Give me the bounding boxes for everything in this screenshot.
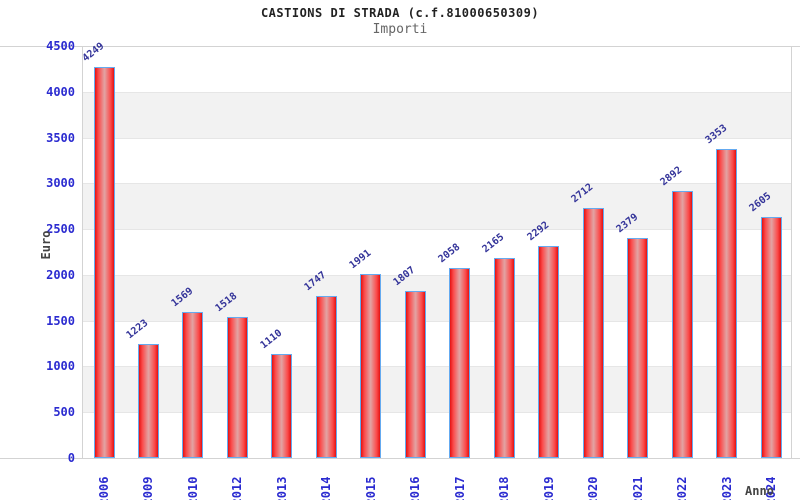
bar (405, 291, 426, 458)
x-tick-label: 2012 (230, 476, 244, 500)
plot-area: 4500 4000 3500 3000 2500 2000 1500 1000 500 0 4249… (46, 39, 792, 500)
chart-title: CASTIONS DI STRADA (c.f.81000650309) (260, 6, 540, 20)
grid-band (83, 229, 791, 275)
bar (761, 217, 782, 458)
x-tick-label: 2006 (97, 476, 111, 500)
x-tick-label: 2016 (408, 476, 422, 500)
grid-band (83, 412, 791, 458)
bar (538, 246, 559, 458)
bar (627, 238, 648, 458)
x-tick-label: 2013 (275, 476, 289, 500)
x-tick-label: 2010 (186, 476, 200, 500)
y-tick-label: 1000 (46, 359, 75, 373)
grid-band (83, 46, 791, 92)
y-tick-label: 2000 (46, 268, 75, 282)
bar (672, 191, 693, 458)
plot-bottom-border (0, 458, 800, 459)
y-axis-title: Euro (39, 230, 53, 260)
y-tick-label: 4500 (46, 39, 75, 53)
grid-band (83, 321, 791, 367)
x-axis-title: Anno (745, 484, 774, 498)
x-tick-label: 2018 (497, 476, 511, 500)
bar (716, 149, 737, 458)
x-tick-label: 2014 (319, 476, 333, 500)
x-tick-label: 2021 (631, 476, 645, 500)
y-tick-label: 500 (53, 405, 75, 419)
grid-band (83, 138, 791, 184)
y-tick-label: 3000 (46, 176, 75, 190)
y-tick-label: 2500 (46, 222, 75, 236)
x-tick-label: 2019 (542, 476, 556, 500)
x-tick-label: 2023 (720, 476, 734, 500)
chart-subtitle: Importi (372, 22, 428, 37)
y-tick-label: 3500 (46, 131, 75, 145)
bar (316, 296, 337, 458)
bar (182, 312, 203, 458)
bar (271, 354, 292, 458)
y-tick-label: 1500 (46, 314, 75, 328)
x-tick-label: 2017 (453, 476, 467, 500)
bar (583, 208, 604, 458)
bar (227, 317, 248, 458)
bar (449, 268, 470, 458)
x-tick-label: 2020 (586, 476, 600, 500)
bar (94, 67, 115, 458)
x-tick-label: 2015 (364, 476, 378, 500)
bar (138, 344, 159, 458)
grid-band (83, 92, 791, 138)
plot-top-border (0, 46, 800, 47)
x-tick-label: 2009 (141, 476, 155, 500)
y-tick-label: 0 (67, 451, 75, 465)
y-tick-label: 4000 (46, 85, 75, 99)
x-tick-label: 2022 (675, 476, 689, 500)
bar (360, 274, 381, 458)
bar (494, 258, 515, 458)
